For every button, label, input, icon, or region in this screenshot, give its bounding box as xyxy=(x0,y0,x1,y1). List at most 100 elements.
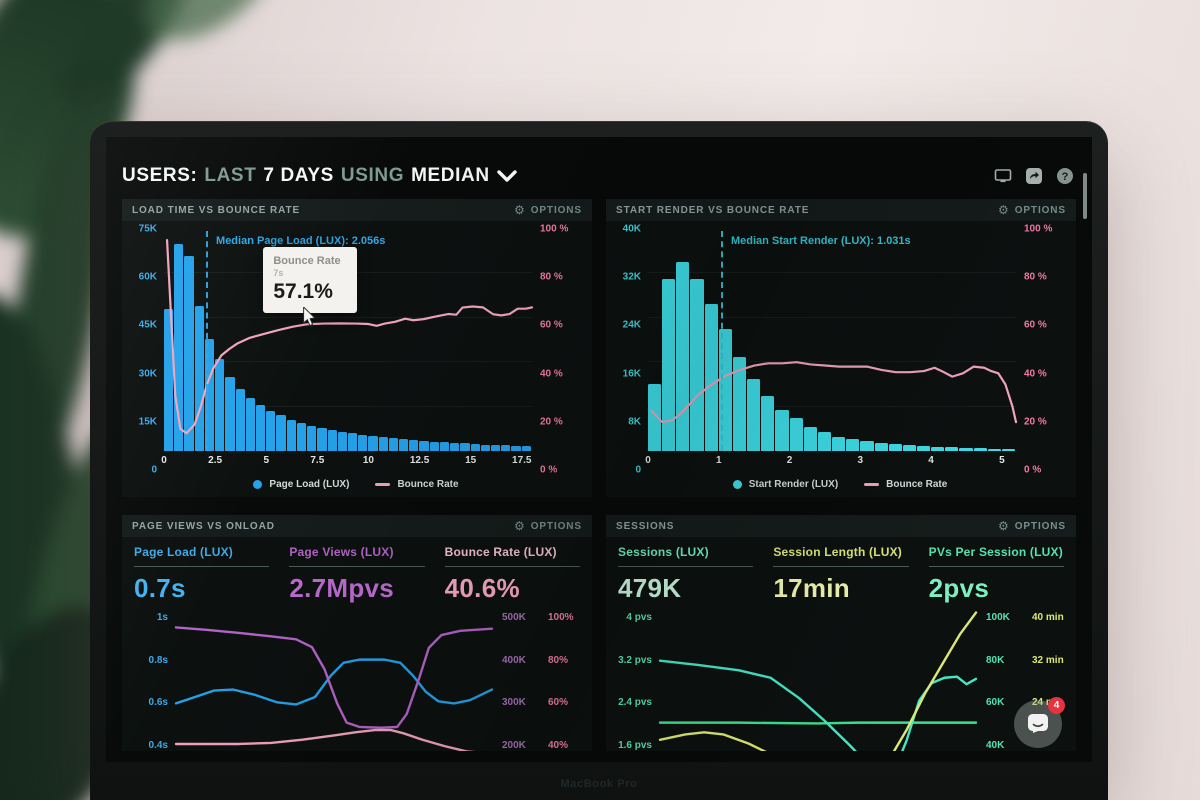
y-tick: 32K xyxy=(622,271,641,283)
y-tick: 40% xyxy=(548,740,569,751)
options-button[interactable]: ⚙ OPTIONS xyxy=(998,520,1066,532)
bar xyxy=(286,419,296,451)
y-tick: 40 min xyxy=(1032,612,1064,623)
title-segment: USERS: xyxy=(122,165,198,186)
y-tick: 20 % xyxy=(540,416,563,428)
gridline xyxy=(648,361,1016,363)
y-tick: 40K xyxy=(622,223,641,235)
legend-line-swatch xyxy=(375,483,391,486)
title-segment: MEDIAN xyxy=(411,165,490,186)
metric-underline xyxy=(618,566,754,567)
options-label: OPTIONS xyxy=(1014,204,1066,216)
panel-title: PAGE VIEWS VS ONLOAD xyxy=(132,520,275,532)
bar xyxy=(347,433,358,451)
tooltip-value: 57.1% xyxy=(273,279,333,303)
y-tick: 8K xyxy=(628,416,641,428)
bar xyxy=(164,308,174,451)
y-tick: 20 % xyxy=(1024,416,1047,428)
gridline xyxy=(648,405,1016,407)
y-tick: 60% xyxy=(548,697,569,709)
bar xyxy=(775,409,789,451)
y-tick: 40K xyxy=(986,740,1005,751)
y-tick: 0.6s xyxy=(148,697,168,709)
options-button[interactable]: ⚙ OPTIONS xyxy=(514,204,582,216)
help-icon[interactable]: ? xyxy=(1056,167,1074,185)
legend: Page Load (LUX) Bounce Rate xyxy=(128,479,584,490)
gridline xyxy=(648,316,1016,318)
x-tick: 10 xyxy=(362,455,374,466)
x-axis: 0 2.5 5 7.5 10 12.5 15 17.5 xyxy=(161,455,532,470)
metric-label: Page Views (LUX) xyxy=(289,545,394,559)
bar xyxy=(245,397,255,451)
median-label: Median Start Render (LUX): 1.031s xyxy=(730,235,911,247)
gear-icon: ⚙ xyxy=(998,203,1010,217)
bar xyxy=(1001,448,1016,451)
metric-underline xyxy=(928,566,1064,567)
dashboard-title-dropdown[interactable]: USERS: LAST 7 DAYS USING MEDIAN xyxy=(122,165,517,187)
x-tick: 2 xyxy=(786,455,793,466)
y-tick: 3.2 pvs xyxy=(618,654,652,666)
panel-title: START RENDER VS BOUNCE RATE xyxy=(616,204,810,216)
panel-sessions: SESSIONS ⚙ OPTIONS Sessions (LUX) 479K Ses… xyxy=(606,515,1076,751)
options-label: OPTIONS xyxy=(530,204,582,216)
y-tick-row: 100K 40 min xyxy=(986,612,1064,623)
metric-underline xyxy=(289,566,425,567)
bar xyxy=(266,411,276,451)
bar xyxy=(916,446,931,451)
median-line xyxy=(720,231,723,451)
bar xyxy=(987,448,1001,451)
x-tick: 12.5 xyxy=(409,455,430,466)
y-tick: 300K xyxy=(502,697,526,709)
legend-item: Bounce Rate xyxy=(375,479,459,490)
panel-page-views-vs-onload: PAGE VIEWS VS ONLOAD ⚙ OPTIONS Page Load… xyxy=(122,515,592,751)
y-tick-row: 80K 32 min xyxy=(986,655,1064,666)
y-axis-left: 75K 60K 45K 30K 15K 0 xyxy=(128,224,164,476)
chat-launcher-button[interactable]: 4 xyxy=(1014,697,1065,748)
y-tick-row: 500K 100% xyxy=(502,612,574,623)
bar xyxy=(521,445,531,451)
x-tick: 0 xyxy=(645,455,651,466)
bar xyxy=(480,444,490,451)
y-tick: 24 min xyxy=(1032,697,1064,709)
options-button[interactable]: ⚙ OPTIONS xyxy=(514,520,582,532)
gear-icon: ⚙ xyxy=(514,203,526,217)
x-tick: 7.5 xyxy=(310,455,325,466)
legend-item: Page Load (LUX) xyxy=(253,479,349,490)
metric-value: 2pvs xyxy=(928,573,990,603)
y-tick: 400K xyxy=(502,654,526,666)
options-button[interactable]: ⚙ OPTIONS xyxy=(998,204,1066,216)
y-tick: 200K xyxy=(502,740,526,751)
y-tick-row: 300K 60% xyxy=(502,697,568,708)
y-tick: 1.6 pvs xyxy=(618,740,652,751)
gridline xyxy=(164,316,532,318)
y-tick: 32 min xyxy=(1032,654,1064,666)
bar xyxy=(874,442,888,451)
metric-value: 17min xyxy=(773,573,850,603)
monitor-icon[interactable] xyxy=(994,167,1012,185)
x-tick: 5 xyxy=(999,455,1005,466)
y-axis-left: 1s 0.8s 0.6s 0.4s xyxy=(128,612,176,751)
bar xyxy=(945,447,959,451)
bar xyxy=(194,305,204,451)
y-tick: 60 % xyxy=(540,319,563,331)
share-icon[interactable] xyxy=(1025,167,1043,185)
dashboard-screen: USERS: LAST 7 DAYS USING MEDIAN ? xyxy=(106,137,1092,762)
metric-page-load-lux-: Page Load (LUX) 0.7s xyxy=(134,545,270,604)
legend: Start Render (LUX) Bounce Rate xyxy=(612,479,1068,490)
options-label: OPTIONS xyxy=(1014,520,1066,532)
legend-label: Bounce Rate xyxy=(397,479,459,490)
metric-label: Bounce Rate (LUX) xyxy=(444,545,557,559)
y-tick: 15K xyxy=(138,416,157,428)
panel-start-render-vs-bounce-rate: START RENDER VS BOUNCE RATE ⚙ OPTIONS 40… xyxy=(606,199,1076,497)
bar xyxy=(276,415,286,451)
scrollbar[interactable] xyxy=(1083,173,1087,219)
bar xyxy=(235,388,245,451)
bar xyxy=(803,426,817,451)
y-tick: 75K xyxy=(138,223,157,235)
bar xyxy=(761,395,775,451)
mouse-cursor-icon xyxy=(302,305,317,332)
bar xyxy=(337,431,347,451)
plot-area xyxy=(176,612,492,751)
gear-icon: ⚙ xyxy=(998,519,1010,533)
bar xyxy=(491,444,501,451)
